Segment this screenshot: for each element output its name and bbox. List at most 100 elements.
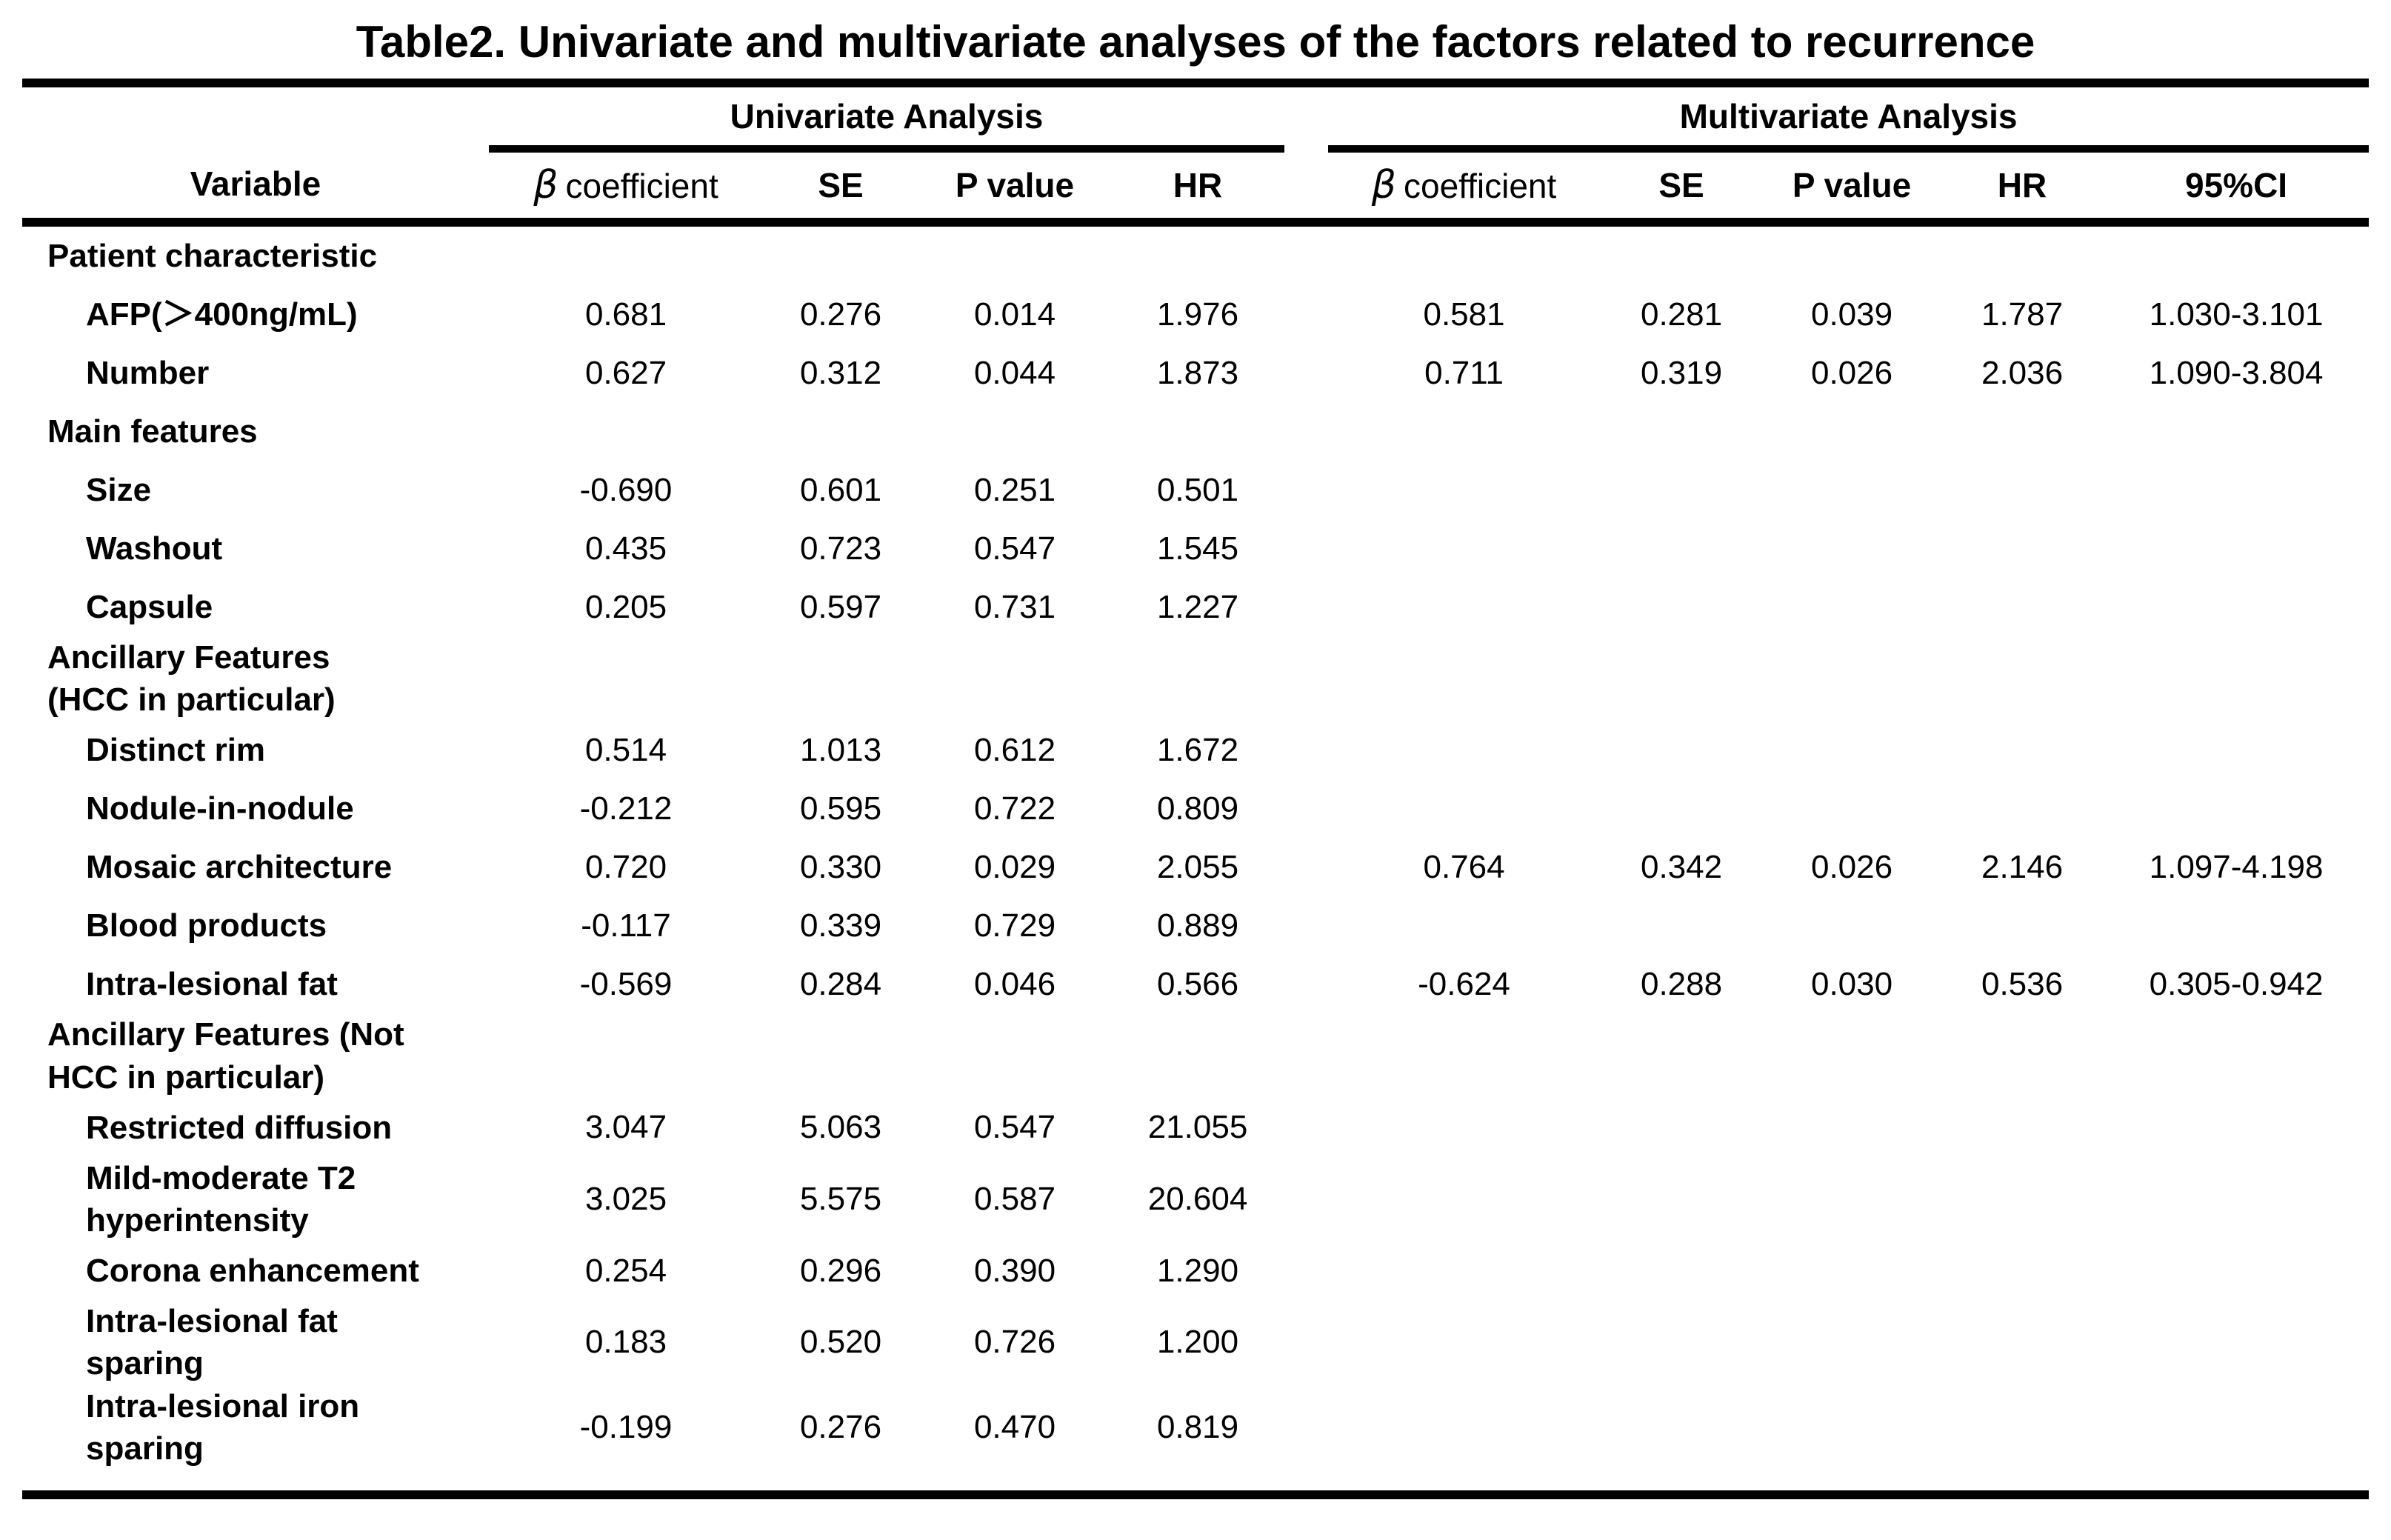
value-cell (1328, 1300, 1600, 1384)
column-spacer (1284, 344, 1328, 402)
value-cell (763, 1013, 918, 1098)
value-cell (489, 636, 763, 721)
value-cell (1600, 1013, 1763, 1098)
value-cell: 0.319 (1640, 354, 1723, 391)
value-cell: 1.290 (1156, 1252, 1239, 1289)
value-cell: 0.547 (973, 530, 1056, 567)
value-cell: 0.566 (1156, 965, 1239, 1002)
value-cell (1328, 1385, 1600, 1495)
value-cell (1763, 1241, 1941, 1300)
value-cell: 1.672 (1156, 731, 1239, 768)
value-cell (1600, 779, 1763, 838)
value-cell (1763, 519, 1941, 578)
table-body: Patient characteristic AFP(＞400ng/mL) 0.68… (22, 222, 2369, 1495)
value-cell (1941, 1300, 2104, 1384)
value-cell: 0.536 (1981, 965, 2064, 1002)
value-cell (1600, 1099, 1763, 1157)
row-label: Number (86, 354, 210, 391)
value-cell (2104, 222, 2369, 285)
value-cell: -0.117 (581, 907, 671, 944)
column-spacer (1284, 1157, 1328, 1241)
row-label: Blood products (86, 907, 327, 944)
value-cell: 1.873 (1156, 354, 1239, 391)
value-cell: -0.212 (579, 790, 673, 827)
row-label: Restricted diffusion (86, 1109, 393, 1146)
group-header-multivariate: Multivariate Analysis (1328, 83, 2370, 153)
value-cell (1941, 578, 2104, 636)
value-cell (489, 1013, 763, 1098)
value-cell (1328, 779, 1600, 838)
table-row: Number 0.627 0.312 0.044 1.873 0.711 0.319 0.02… (22, 344, 2369, 402)
value-cell: 0.809 (1156, 790, 1239, 827)
value-cell: 0.205 (584, 588, 667, 625)
row-label: Nodule-in-nodule (86, 790, 354, 827)
table-row: Intra-lesional fat sparing 0.183 0.520 0.72… (22, 1300, 2369, 1384)
beta-word: coefficient (565, 167, 718, 205)
value-cell (1328, 636, 1600, 721)
value-cell: 0.587 (973, 1180, 1056, 1217)
value-cell (1763, 1385, 1941, 1495)
analysis-table: Univariate Analysis Multivariate Analysi… (22, 79, 2370, 1499)
value-cell (1328, 1099, 1600, 1157)
value-cell (2104, 636, 2369, 721)
col-header-ci: 95%CI (2104, 149, 2370, 227)
value-cell: 0.029 (973, 848, 1056, 885)
column-spacer (1284, 461, 1328, 519)
value-cell (1328, 519, 1600, 578)
row-label: Size (86, 471, 152, 508)
column-spacer (1284, 1099, 1328, 1157)
value-cell: 0.296 (799, 1252, 882, 1289)
value-cell (1763, 1013, 1941, 1098)
column-spacer (1284, 519, 1328, 578)
column-spacer (1284, 1385, 1328, 1495)
col-header-p-uni: P value (918, 149, 1111, 227)
value-cell (2104, 578, 2369, 636)
value-cell: -0.624 (1418, 965, 1510, 1002)
value-cell (2104, 1241, 2369, 1300)
value-cell (918, 222, 1111, 285)
value-cell: 0.030 (1810, 965, 1893, 1002)
value-cell: 0.044 (973, 354, 1056, 391)
table-row: Washout 0.435 0.723 0.547 1.545 (22, 519, 2369, 578)
column-spacer (1284, 285, 1328, 344)
row-label: Intra-lesional fat (86, 966, 338, 1003)
col-header-variable: Variable (22, 149, 489, 227)
value-cell (1941, 1013, 2104, 1098)
value-cell (1600, 222, 1763, 285)
table-row: Distinct rim 0.514 1.013 0.612 1.672 (22, 721, 2369, 779)
value-cell (1763, 1099, 1941, 1157)
value-cell: -0.569 (579, 965, 673, 1002)
table-row: Intra-lesional iron sparing -0.199 0.276 0.… (22, 1385, 2369, 1495)
table-row: Mild-moderate T2 hyperintensity 3.025 5.57… (22, 1157, 2369, 1241)
value-cell (2104, 896, 2369, 955)
value-cell: 0.470 (973, 1408, 1056, 1445)
value-cell: 0.520 (799, 1324, 882, 1361)
value-cell: 3.047 (584, 1109, 667, 1146)
value-cell: 2.146 (1981, 848, 2064, 885)
row-label: AFP(＞400ng/mL) (86, 296, 358, 333)
value-cell: 0.276 (799, 296, 882, 333)
value-cell: 0.597 (799, 588, 882, 625)
table-row: Nodule-in-nodule -0.212 0.595 0.722 0.809 (22, 779, 2369, 838)
row-label: Intra-lesional fat sparing (86, 1303, 338, 1382)
value-cell (1328, 1157, 1600, 1241)
column-spacer (1284, 578, 1328, 636)
value-cell (918, 402, 1111, 461)
col-header-hr-uni: HR (1111, 149, 1285, 227)
col-header-p-multi: P value (1763, 149, 1941, 227)
value-cell (2104, 519, 2369, 578)
column-header-row: Variable β coefficient SE P value HR β coe… (22, 149, 2370, 227)
col-header-se-uni: SE (763, 149, 918, 227)
table-row: Main features (22, 402, 2369, 461)
beta-word: coefficient (1403, 167, 1557, 205)
group-header-univariate: Univariate Analysis (489, 83, 1285, 153)
value-cell (1941, 896, 2104, 955)
value-cell (1941, 222, 2104, 285)
table-row: Ancillary Features (HCC in particular) (22, 636, 2369, 721)
value-cell: 0.026 (1810, 354, 1893, 391)
value-cell: 0.014 (973, 296, 1056, 333)
table-row: AFP(＞400ng/mL) 0.681 0.276 0.014 1.976 0.581 0… (22, 285, 2369, 344)
value-cell: 0.720 (584, 848, 667, 885)
row-label: Capsule (86, 588, 213, 625)
value-cell: 0.330 (799, 848, 882, 885)
